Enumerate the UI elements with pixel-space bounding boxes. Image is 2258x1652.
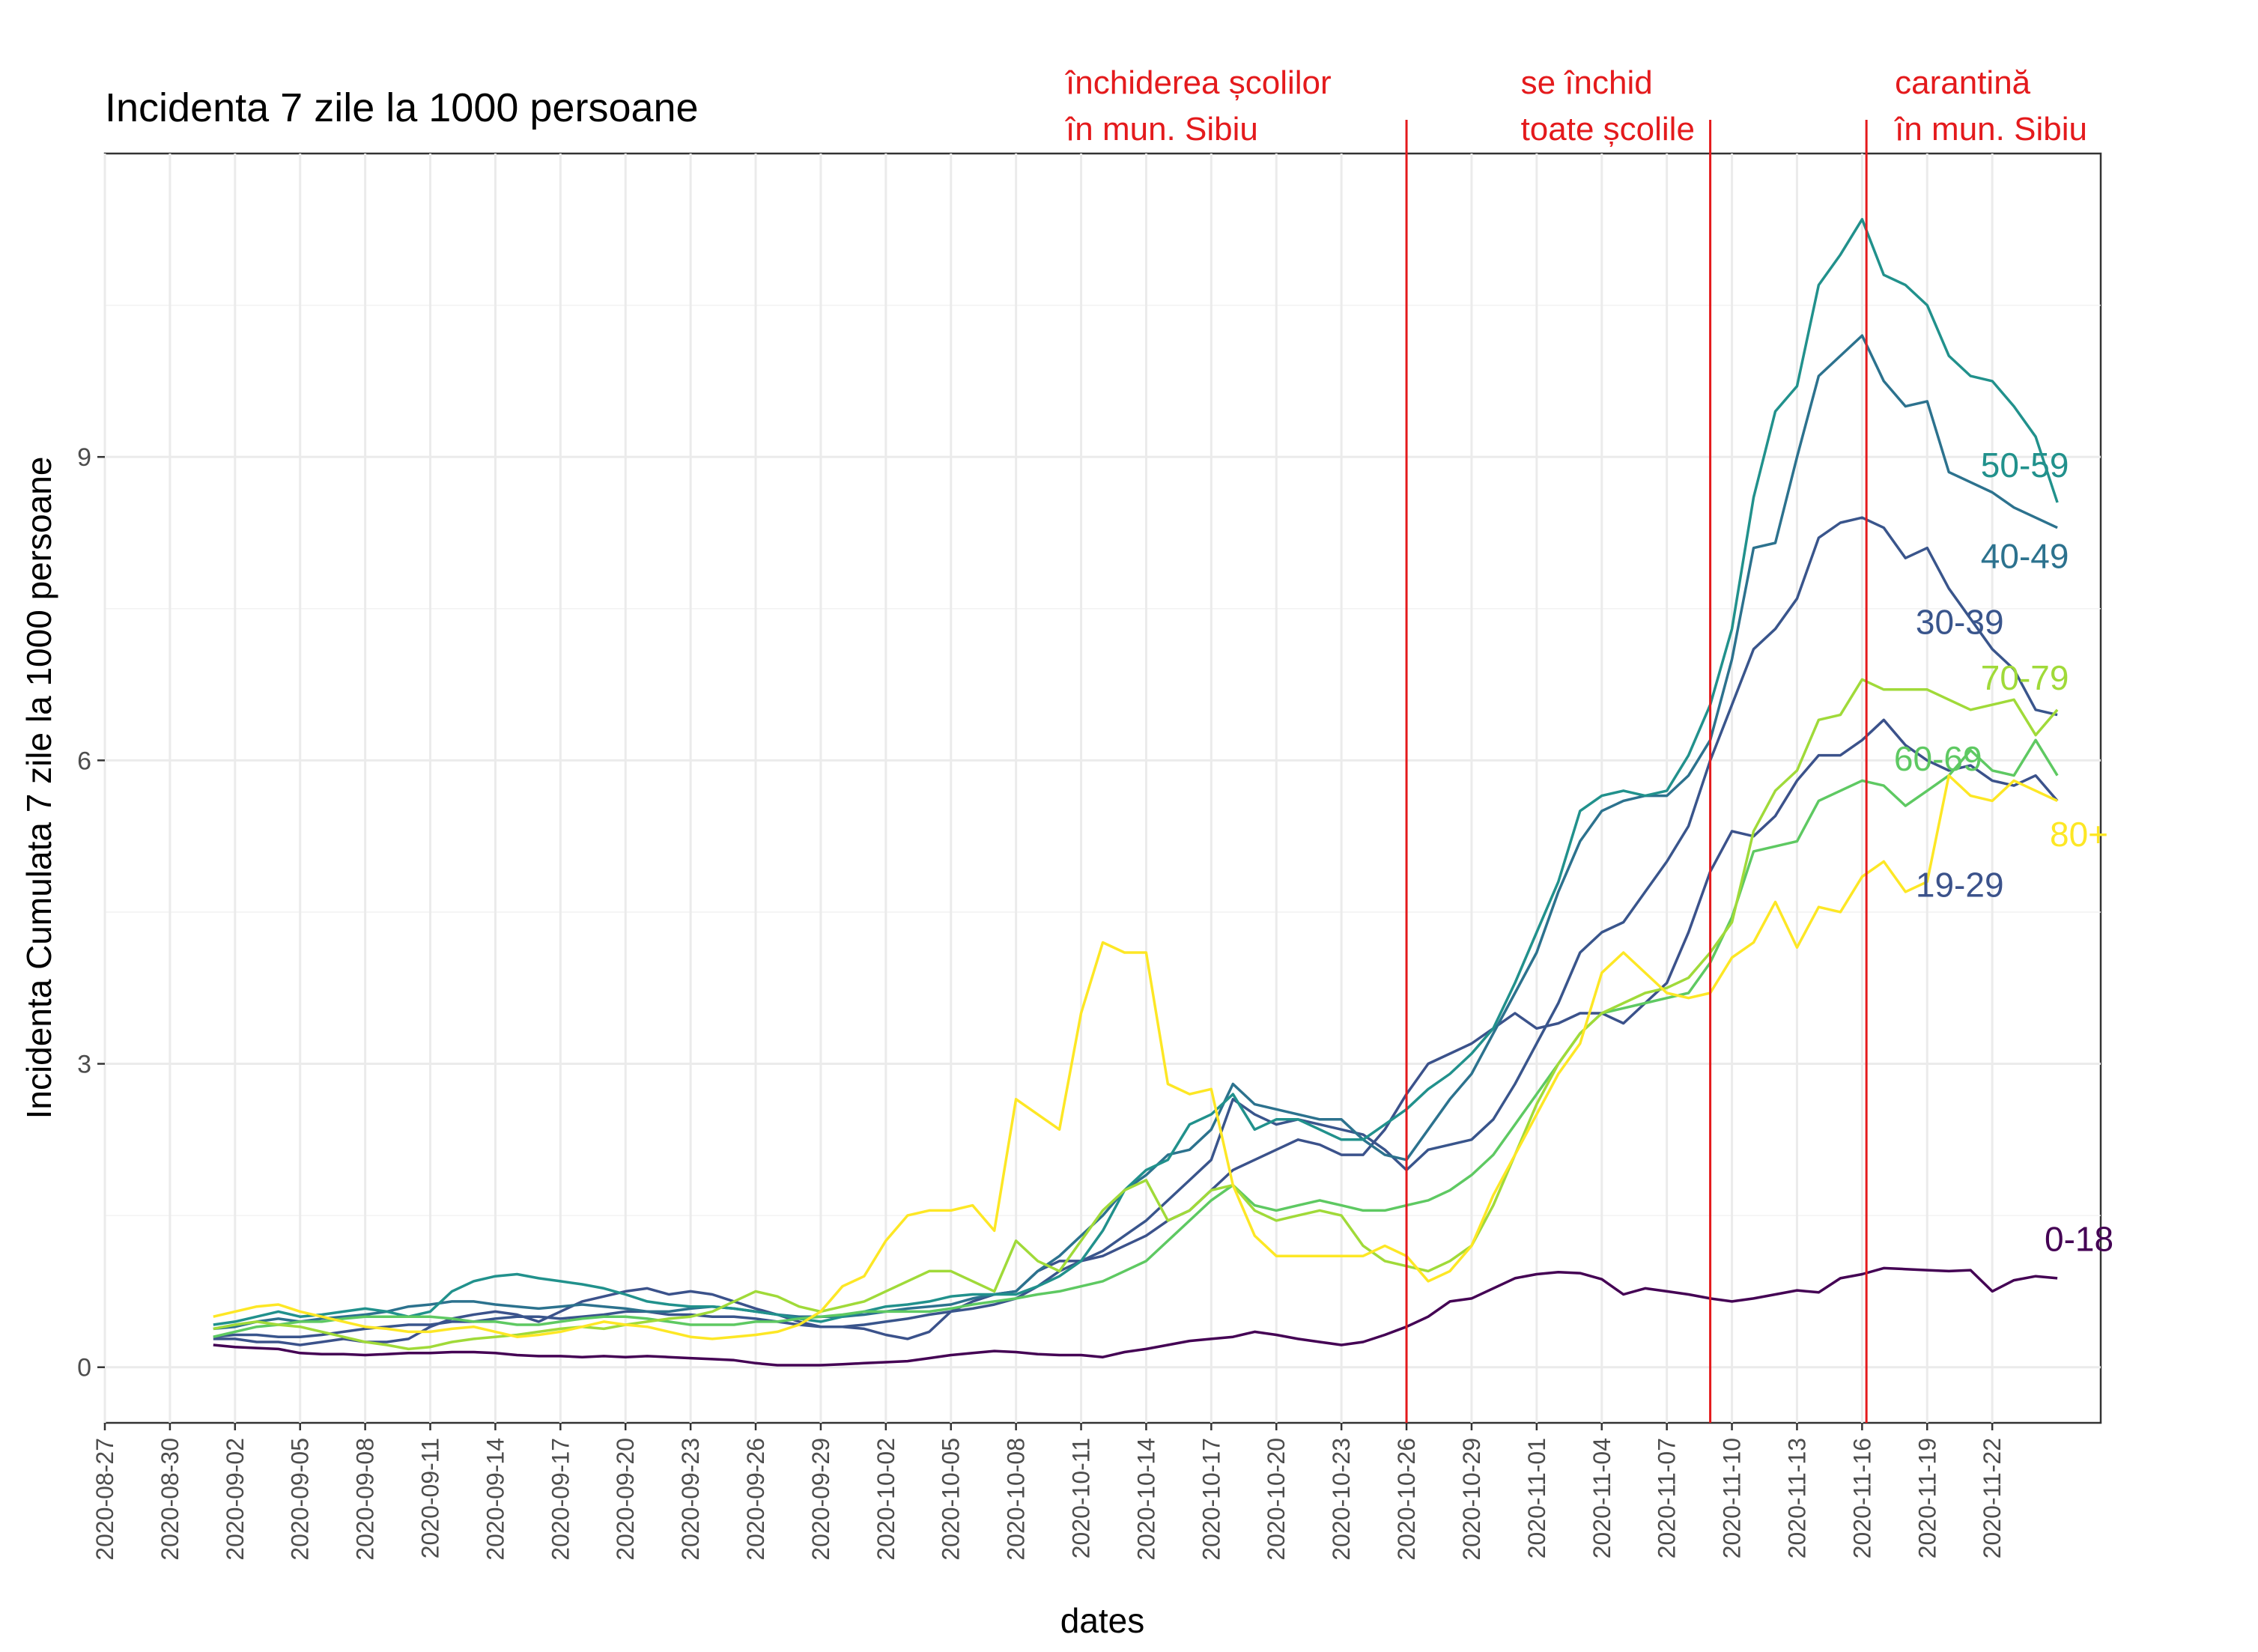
end-label-70-79: 70-79 [1981, 658, 2069, 697]
end-label-layer: 50-59 40-49 30-39 70-79 60-69 80+ 19-29 0-18 [1894, 446, 2113, 1258]
x-tick-label: 2020-10-26 [1393, 1438, 1420, 1561]
x-tick-label: 2020-11-10 [1719, 1438, 1746, 1558]
y-axis-label: Incidenta Cumulata 7 zile la 1000 persoa… [19, 457, 58, 1120]
x-tick-label: 2020-11-04 [1588, 1438, 1615, 1558]
x-axis: 2020-08-27 2020-08-30 2020-09-02 2020-09-05… [91, 1423, 2006, 1561]
end-label-50-59: 50-59 [1981, 446, 2069, 485]
x-tick-label: 2020-09-14 [482, 1438, 509, 1561]
event-label: se închid [1521, 64, 1653, 101]
x-tick-label: 2020-10-05 [938, 1438, 965, 1561]
x-tick-label: 2020-08-27 [91, 1438, 118, 1561]
series-line-40-49 [213, 334, 2058, 1331]
end-label-40-49: 40-49 [1981, 537, 2069, 576]
series-line-80plus [213, 774, 2058, 1340]
event-label: închiderea școlilor [1065, 64, 1332, 101]
x-tick-label: 2020-11-19 [1913, 1438, 1940, 1558]
event-label: în mun. Sibiu [1065, 111, 1258, 148]
y-axis: 0 3 6 9 [77, 443, 105, 1382]
x-tick-label: 2020-08-30 [157, 1438, 183, 1561]
end-label-0-18: 0-18 [2045, 1219, 2113, 1258]
x-tick-label: 2020-10-17 [1198, 1438, 1224, 1561]
x-tick-label: 2020-09-08 [352, 1438, 379, 1561]
y-tick-label: 6 [77, 747, 91, 775]
series-line-0-18 [213, 1266, 2058, 1367]
chart-title: Incidenta 7 zile la 1000 persoane [105, 85, 699, 130]
event-label: carantină [1895, 64, 2031, 101]
event-label: toate școlile [1521, 111, 1695, 148]
x-tick-label: 2020-10-11 [1068, 1438, 1095, 1558]
event-layer: închiderea școlilor în mun. Sibiu se închi… [1065, 64, 2087, 1423]
y-tick-label: 3 [77, 1051, 91, 1079]
x-tick-label: 2020-10-08 [1003, 1438, 1030, 1561]
x-tick-label: 2020-09-02 [222, 1438, 249, 1561]
series-line-60-69 [213, 738, 2059, 1338]
y-tick-label: 0 [77, 1354, 91, 1382]
x-tick-label: 2020-11-01 [1523, 1438, 1550, 1558]
x-axis-label: dates [1060, 1601, 1145, 1640]
end-label-19-29: 19-29 [1916, 866, 2004, 905]
end-label-80plus: 80+ [2050, 815, 2108, 854]
end-label-60-69: 60-69 [1894, 739, 1982, 778]
x-tick-label: 2020-09-20 [612, 1438, 639, 1561]
x-tick-label: 2020-09-05 [287, 1438, 314, 1561]
series-line-50-59 [213, 218, 2059, 1326]
x-tick-label: 2020-09-26 [742, 1438, 769, 1561]
series-line-70-79 [213, 678, 2059, 1351]
x-tick-label: 2020-11-07 [1654, 1438, 1681, 1558]
x-tick-label: 2020-11-16 [1848, 1438, 1875, 1558]
x-tick-label: 2020-11-13 [1783, 1438, 1810, 1558]
grid-layer [103, 154, 2101, 1423]
x-tick-label: 2020-10-02 [872, 1438, 899, 1561]
x-tick-label: 2020-09-11 [417, 1438, 444, 1558]
x-tick-label: 2020-09-23 [677, 1438, 704, 1561]
event-label: în mun. Sibiu [1894, 111, 2087, 148]
x-tick-label: 2020-10-23 [1328, 1438, 1355, 1561]
x-tick-label: 2020-10-14 [1132, 1438, 1159, 1561]
series-layer [213, 218, 2059, 1367]
y-tick-label: 9 [77, 443, 91, 472]
x-tick-label: 2020-10-29 [1458, 1438, 1485, 1561]
series-line-30-39 [213, 516, 2058, 1338]
x-tick-label: 2020-10-20 [1263, 1438, 1290, 1561]
x-tick-label: 2020-09-29 [807, 1438, 834, 1561]
end-label-30-39: 30-39 [1916, 603, 2004, 642]
x-tick-label: 2020-11-22 [1979, 1438, 2006, 1558]
x-tick-label: 2020-09-17 [547, 1438, 574, 1561]
